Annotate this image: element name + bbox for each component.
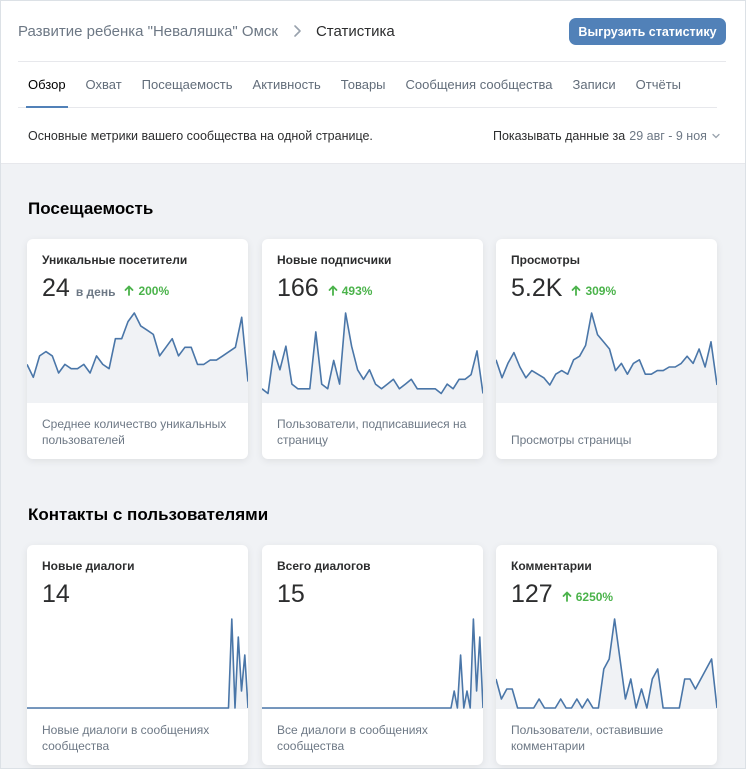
period-value: 29 авг - 9 ноя [629, 129, 707, 143]
sparkline-line [27, 618, 248, 709]
export-statistics-button[interactable]: Выгрузить статистику [569, 18, 726, 45]
card-title: Новые подписчики [277, 253, 392, 267]
metric-card-unique-visitors[interactable]: Уникальные посетители 24 в день 200% Сре… [27, 239, 248, 459]
sparkline-chart [262, 312, 483, 403]
sparkline-area [27, 313, 248, 403]
sparkline-line [262, 618, 483, 709]
metric-value: 14 [42, 580, 70, 608]
arrow-up-icon [125, 285, 134, 296]
arrow-up-icon [562, 591, 572, 602]
section-title-attendance: Посещаемость [28, 199, 154, 218]
metric-value: 127 [511, 580, 553, 608]
metric-value: 166 [277, 274, 319, 302]
divider [18, 61, 726, 62]
tab-products[interactable]: Товары [340, 77, 386, 92]
sparkline-line [496, 312, 717, 386]
card-title: Новые диалоги [42, 559, 135, 573]
sparkline-line [262, 312, 483, 395]
growth-value: 6250% [575, 589, 614, 604]
card-caption: Пользователи, подписавшиеся на страницу [277, 417, 467, 447]
breadcrumb: Развитие ребенка "Неваляшка" Омск Статис… [18, 22, 395, 40]
arrow-up-icon [572, 285, 581, 296]
card-caption: Просмотры страницы [511, 433, 632, 447]
sparkline-line [496, 618, 717, 709]
metric-value: 15 [277, 580, 305, 608]
metric-row: 14 [42, 580, 70, 609]
sparkline-chart [496, 618, 717, 709]
metric-row: 15 [277, 580, 305, 609]
tab-community-messages[interactable]: Сообщения сообщества [405, 77, 553, 92]
chevron-right-icon [294, 25, 301, 37]
metric-card-new-subscribers[interactable]: Новые подписчики 166 493% Пользователи, … [262, 239, 483, 459]
breadcrumb-current: Статистика [315, 22, 395, 40]
sparkline-chart [496, 312, 717, 403]
sparkline-area [496, 313, 717, 403]
card-caption: Все диалоги в сообщениях сообщества [277, 723, 428, 753]
sparkline-line [27, 312, 248, 382]
metric-value: 24 [42, 274, 70, 302]
metric-row: 24 в день 200% [42, 274, 169, 303]
metric-card-total-dialogs[interactable]: Всего диалогов 15 Все диалоги в сообщени… [262, 545, 483, 765]
growth-indicator: 309% [571, 284, 616, 298]
sparkline-chart [262, 618, 483, 709]
chevron-down-icon [712, 133, 720, 139]
growth-value: 493% [341, 283, 373, 298]
tabs-bar: Обзор Охват Посещаемость Активность Това… [18, 62, 717, 108]
period-selector[interactable]: Показывать данные за 29 авг - 9 ноя [493, 129, 721, 143]
card-title: Просмотры [511, 253, 581, 267]
card-title: Уникальные посетители [42, 253, 188, 267]
period-label: Показывать данные за [493, 129, 626, 143]
tab-attendance[interactable]: Посещаемость [141, 77, 233, 92]
breadcrumb-community-link[interactable]: Развитие ребенка "Неваляшка" Омск [18, 22, 278, 40]
metric-value: 5.2K [511, 274, 563, 302]
tab-reports[interactable]: Отчёты [635, 77, 682, 92]
sparkline-area [262, 313, 483, 403]
growth-value: 200% [138, 283, 170, 298]
page-header: Развитие ребенка "Неваляшка" Омск Статис… [1, 1, 745, 164]
metric-row: 5.2K 309% [511, 274, 616, 303]
metric-row: 127 6250% [511, 580, 613, 609]
arrow-up-icon [328, 285, 338, 296]
metric-card-views[interactable]: Просмотры 5.2K 309% Просмотры страницы [496, 239, 717, 459]
sparkline-chart [27, 618, 248, 709]
metric-card-comments[interactable]: Комментарии 127 6250% Пользователи, оста… [496, 545, 717, 765]
metric-unit: в день [75, 285, 116, 299]
card-caption: Пользователи, оставившие комментарии [511, 723, 664, 753]
section-title-contacts: Контакты с пользователями [28, 505, 269, 524]
growth-indicator: 6250% [562, 590, 613, 604]
card-title: Комментарии [511, 559, 592, 573]
page-description: Основные метрики вашего сообщества на од… [28, 129, 373, 143]
tab-posts[interactable]: Записи [572, 77, 616, 92]
growth-indicator: 493% [328, 283, 373, 298]
tab-reach[interactable]: Охват [85, 77, 122, 92]
growth-indicator: 200% [124, 284, 169, 298]
tab-activity[interactable]: Активность [252, 77, 321, 92]
sparkline-area [262, 619, 483, 709]
metric-card-new-dialogs[interactable]: Новые диалоги 14 Новые диалоги в сообщен… [27, 545, 248, 765]
sparkline-chart [27, 312, 248, 403]
growth-value: 309% [585, 283, 617, 298]
tab-overview[interactable]: Обзор [18, 62, 76, 108]
metric-row: 166 493% [277, 274, 372, 303]
card-caption: Среднее количество уникальных пользовате… [42, 417, 227, 447]
sparkline-area [27, 619, 248, 709]
card-caption: Новые диалоги в сообщениях сообщества [42, 723, 210, 753]
card-title: Всего диалогов [277, 559, 371, 573]
